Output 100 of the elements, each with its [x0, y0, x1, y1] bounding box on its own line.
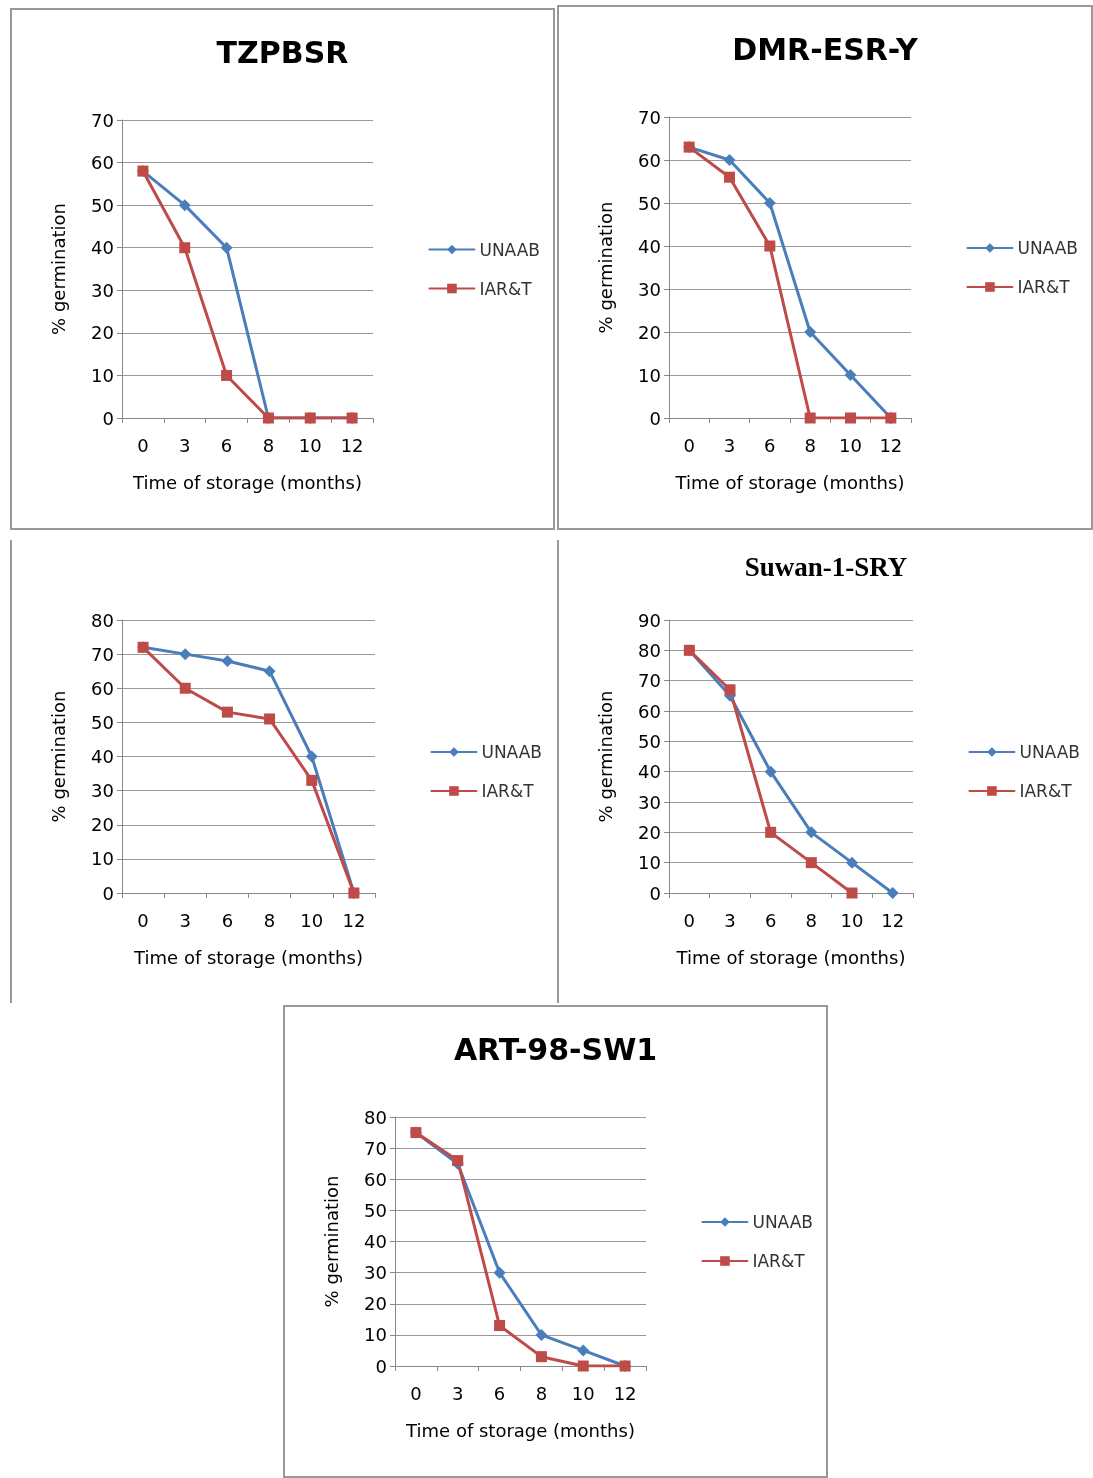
x-tick-label: 12 — [340, 434, 364, 456]
legend-label: IAR&T — [752, 1251, 806, 1271]
point — [305, 750, 318, 763]
y-tick-label: 60 — [91, 152, 114, 174]
y-tick-label: 80 — [638, 639, 661, 661]
y-tick-label: 70 — [91, 643, 114, 665]
point — [577, 1344, 590, 1357]
y-tick-label: 70 — [638, 670, 661, 692]
y-tick-label: 70 — [91, 109, 114, 131]
point — [221, 706, 233, 718]
legend-label: IAR&T — [1019, 781, 1073, 801]
x-tick-label: 3 — [179, 909, 191, 931]
legend-label: UNAAB — [479, 239, 541, 260]
legend-label: UNAAB — [1017, 238, 1079, 258]
point — [178, 199, 191, 212]
x-tick-label: 0 — [683, 434, 695, 456]
point — [221, 654, 234, 667]
y-tick-label: 90 — [638, 609, 661, 631]
point — [724, 171, 735, 183]
x-tick-label: 6 — [764, 909, 777, 931]
x-tick-label: 10 — [571, 1382, 595, 1404]
x-tick-label: 6 — [764, 434, 776, 456]
y-tick-label: 50 — [91, 194, 114, 216]
y-tick-label: 10 — [364, 1324, 387, 1346]
y-tick-label: 20 — [91, 814, 114, 836]
x-axis-title: Time of storage (months) — [132, 471, 362, 493]
chart-title: Suwan-1-SRY — [744, 551, 908, 582]
chart-title: ART-98-SW1 — [453, 1031, 658, 1067]
point — [763, 197, 776, 209]
y-tick-label: 20 — [91, 322, 114, 344]
y-tick-label: 0 — [102, 882, 114, 904]
y-tick-label: 70 — [364, 1137, 387, 1159]
y-tick-label: 40 — [91, 237, 114, 259]
x-tick-label: 12 — [342, 909, 366, 931]
y-tick-label: 0 — [102, 407, 114, 429]
x-tick-label: 8 — [804, 434, 816, 456]
y-tick-label: 20 — [364, 1293, 387, 1315]
y-tick-label: 10 — [638, 364, 661, 386]
y-tick-label: 40 — [364, 1231, 387, 1252]
point — [179, 242, 191, 254]
x-tick-label: 6 — [493, 1382, 506, 1404]
x-tick-label: 8 — [262, 434, 275, 456]
point — [804, 412, 816, 424]
y-tick-label: 80 — [364, 1106, 387, 1128]
x-tick-label: 8 — [805, 909, 818, 931]
legend-label: UNAAB — [1019, 742, 1081, 762]
legend-label: IAR&T — [481, 781, 535, 801]
y-tick-label: 0 — [649, 882, 661, 904]
x-tick-label: 0 — [137, 434, 149, 456]
x-tick-label: 0 — [410, 1382, 422, 1404]
x-tick-label: 8 — [263, 909, 276, 931]
point — [264, 713, 276, 725]
x-tick-label: 3 — [452, 1382, 464, 1404]
x-axis-title: Time of storage (months) — [133, 946, 363, 968]
y-tick-label: 20 — [638, 321, 661, 343]
y-tick-label: 60 — [364, 1168, 387, 1190]
x-axis-title: Time of storage (months) — [675, 946, 906, 968]
y-tick-label: 50 — [91, 711, 114, 733]
y-axis-title: % germination — [47, 690, 69, 823]
y-tick-label: 60 — [638, 700, 661, 722]
y-tick-label: 50 — [638, 730, 661, 752]
y-tick-label: 50 — [638, 192, 661, 214]
point — [306, 774, 318, 786]
y-tick-label: 10 — [638, 852, 661, 874]
y-tick-label: 10 — [91, 848, 114, 870]
y-tick-label: 40 — [91, 746, 114, 767]
point — [886, 887, 899, 899]
y-tick-label: 0 — [649, 407, 661, 429]
point — [846, 887, 858, 899]
y-tick-label: 0 — [375, 1355, 387, 1377]
point — [723, 154, 736, 166]
x-tick-label: 12 — [879, 434, 903, 456]
point — [179, 648, 192, 661]
x-tick-label: 10 — [840, 909, 864, 931]
y-tick-label: 70 — [638, 106, 661, 128]
point — [765, 826, 777, 838]
x-tick-label: 3 — [179, 434, 191, 456]
x-tick-label: 3 — [724, 909, 736, 931]
point — [845, 412, 856, 424]
y-tick-label: 80 — [91, 609, 114, 631]
point — [535, 1328, 548, 1341]
x-tick-label: 10 — [839, 434, 862, 456]
y-tick-label: 30 — [91, 780, 114, 802]
x-tick-label: 6 — [221, 909, 234, 931]
legend-label: UNAAB — [481, 742, 543, 762]
point — [805, 857, 817, 869]
x-tick-label: 10 — [298, 434, 322, 456]
x-tick-label: 12 — [613, 1382, 637, 1404]
x-axis-title: Time of storage (months) — [674, 471, 905, 493]
y-axis-title: % germination — [594, 201, 616, 334]
point — [493, 1266, 506, 1279]
x-tick-label: 8 — [535, 1382, 548, 1404]
legend-label: IAR&T — [1017, 277, 1071, 297]
y-tick-label: 30 — [638, 278, 661, 300]
point — [846, 856, 858, 869]
point — [494, 1320, 506, 1332]
y-tick-label: 60 — [638, 149, 661, 171]
y-tick-label: 60 — [91, 677, 114, 699]
point — [220, 241, 233, 254]
point — [179, 682, 191, 694]
